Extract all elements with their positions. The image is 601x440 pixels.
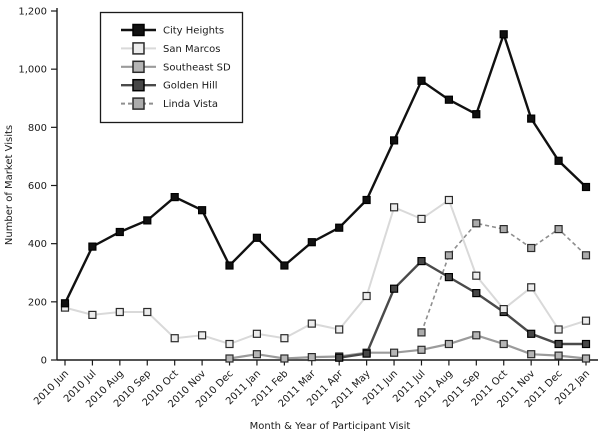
data-point-san-marcos	[252, 329, 261, 338]
data-point-city-heights	[335, 223, 344, 232]
data-point-san-marcos	[417, 214, 426, 223]
y-axis-title: Number of Market Visits	[4, 125, 15, 245]
y-tick-label: 600	[28, 181, 47, 192]
legend-marker-san-marcos	[132, 42, 145, 55]
data-point-san-marcos	[115, 307, 124, 317]
data-point-southeast-sd	[417, 345, 426, 354]
data-point-city-heights	[143, 216, 152, 225]
data-point-city-heights	[362, 195, 371, 205]
data-point-city-heights	[280, 261, 289, 270]
legend-marker-golden-hill	[132, 78, 145, 92]
data-point-city-heights	[581, 182, 591, 192]
data-point-golden-hill	[472, 289, 481, 298]
data-point-golden-hill	[417, 257, 426, 266]
data-point-san-marcos	[390, 203, 399, 212]
data-point-city-heights	[472, 110, 481, 119]
data-point-southeast-sd	[390, 348, 399, 357]
x-axis-title: Month & Year of Participant Visit	[250, 421, 411, 432]
data-point-san-marcos	[472, 271, 481, 280]
y-tick-label: 1,200	[18, 7, 47, 18]
data-point-city-heights	[252, 233, 261, 242]
data-point-linda-vista	[444, 251, 453, 260]
y-tick-label: 400	[28, 239, 47, 250]
data-point-southeast-sd	[472, 331, 481, 340]
data-point-southeast-sd	[252, 350, 261, 359]
data-point-linda-vista	[581, 251, 591, 260]
data-point-southeast-sd	[527, 350, 536, 359]
data-point-san-marcos	[444, 195, 453, 205]
data-point-southeast-sd	[581, 354, 591, 363]
data-point-golden-hill	[390, 284, 399, 293]
series-line-southeast-sd	[229, 334, 587, 360]
y-tick-label: 200	[28, 297, 47, 308]
y-tick-label: 0	[41, 356, 47, 367]
data-point-san-marcos	[143, 307, 152, 317]
data-point-golden-hill	[527, 329, 536, 338]
data-point-linda-vista	[417, 328, 426, 337]
data-point-city-heights	[60, 299, 70, 308]
data-point-san-marcos	[307, 319, 316, 328]
data-point-san-marcos	[170, 334, 179, 343]
data-point-linda-vista	[499, 225, 508, 234]
data-point-city-heights	[499, 30, 508, 39]
legend-label-golden-hill: Golden Hill	[163, 81, 218, 92]
data-point-city-heights	[390, 136, 399, 145]
data-point-southeast-sd	[307, 353, 316, 362]
data-point-san-marcos	[88, 310, 97, 319]
legend-marker-linda-vista	[132, 97, 145, 110]
data-point-san-marcos	[499, 305, 508, 314]
data-point-southeast-sd	[499, 339, 508, 349]
data-point-linda-vista	[554, 225, 563, 234]
data-point-san-marcos	[280, 334, 289, 343]
data-point-city-heights	[527, 114, 536, 123]
data-point-southeast-sd	[225, 354, 234, 363]
legend-label-southeast-sd: Southeast SD	[163, 62, 231, 73]
data-point-linda-vista	[527, 243, 536, 253]
data-point-linda-vista	[472, 219, 481, 228]
data-point-city-heights	[170, 193, 179, 202]
legend-label-san-marcos: San Marcos	[163, 44, 220, 55]
series-line-city-heights	[63, 30, 587, 304]
data-point-san-marcos	[362, 291, 371, 301]
legend-marker-southeast-sd	[132, 60, 145, 74]
data-point-city-heights	[225, 261, 234, 270]
data-point-city-heights	[198, 206, 207, 215]
data-point-city-heights	[88, 242, 97, 251]
data-point-san-marcos	[198, 331, 207, 340]
data-point-golden-hill	[581, 339, 591, 349]
data-point-san-marcos	[225, 339, 234, 349]
data-point-golden-hill	[554, 339, 563, 349]
data-point-city-heights	[307, 238, 316, 247]
legend-label-city-heights: City Heights	[163, 26, 224, 37]
data-point-golden-hill	[335, 353, 344, 362]
data-point-san-marcos	[581, 316, 591, 325]
data-point-san-marcos	[527, 283, 536, 292]
data-point-city-heights	[444, 95, 453, 104]
series-line-san-marcos	[64, 198, 587, 346]
data-point-golden-hill	[444, 273, 453, 282]
legend-label-linda-vista: Linda Vista	[163, 99, 218, 110]
data-point-city-heights	[554, 156, 563, 165]
data-point-san-marcos	[335, 325, 344, 334]
series-line-golden-hill	[339, 259, 586, 359]
data-point-golden-hill	[362, 349, 371, 358]
data-point-southeast-sd	[280, 354, 289, 363]
y-tick-label: 800	[28, 123, 47, 134]
y-tick-label: 1,000	[18, 65, 47, 76]
data-point-city-heights	[417, 76, 426, 85]
data-point-southeast-sd	[444, 339, 453, 349]
data-point-southeast-sd	[554, 351, 563, 360]
data-point-city-heights	[115, 227, 124, 237]
legend-marker-city-heights	[132, 23, 145, 37]
data-point-san-marcos	[554, 325, 563, 334]
